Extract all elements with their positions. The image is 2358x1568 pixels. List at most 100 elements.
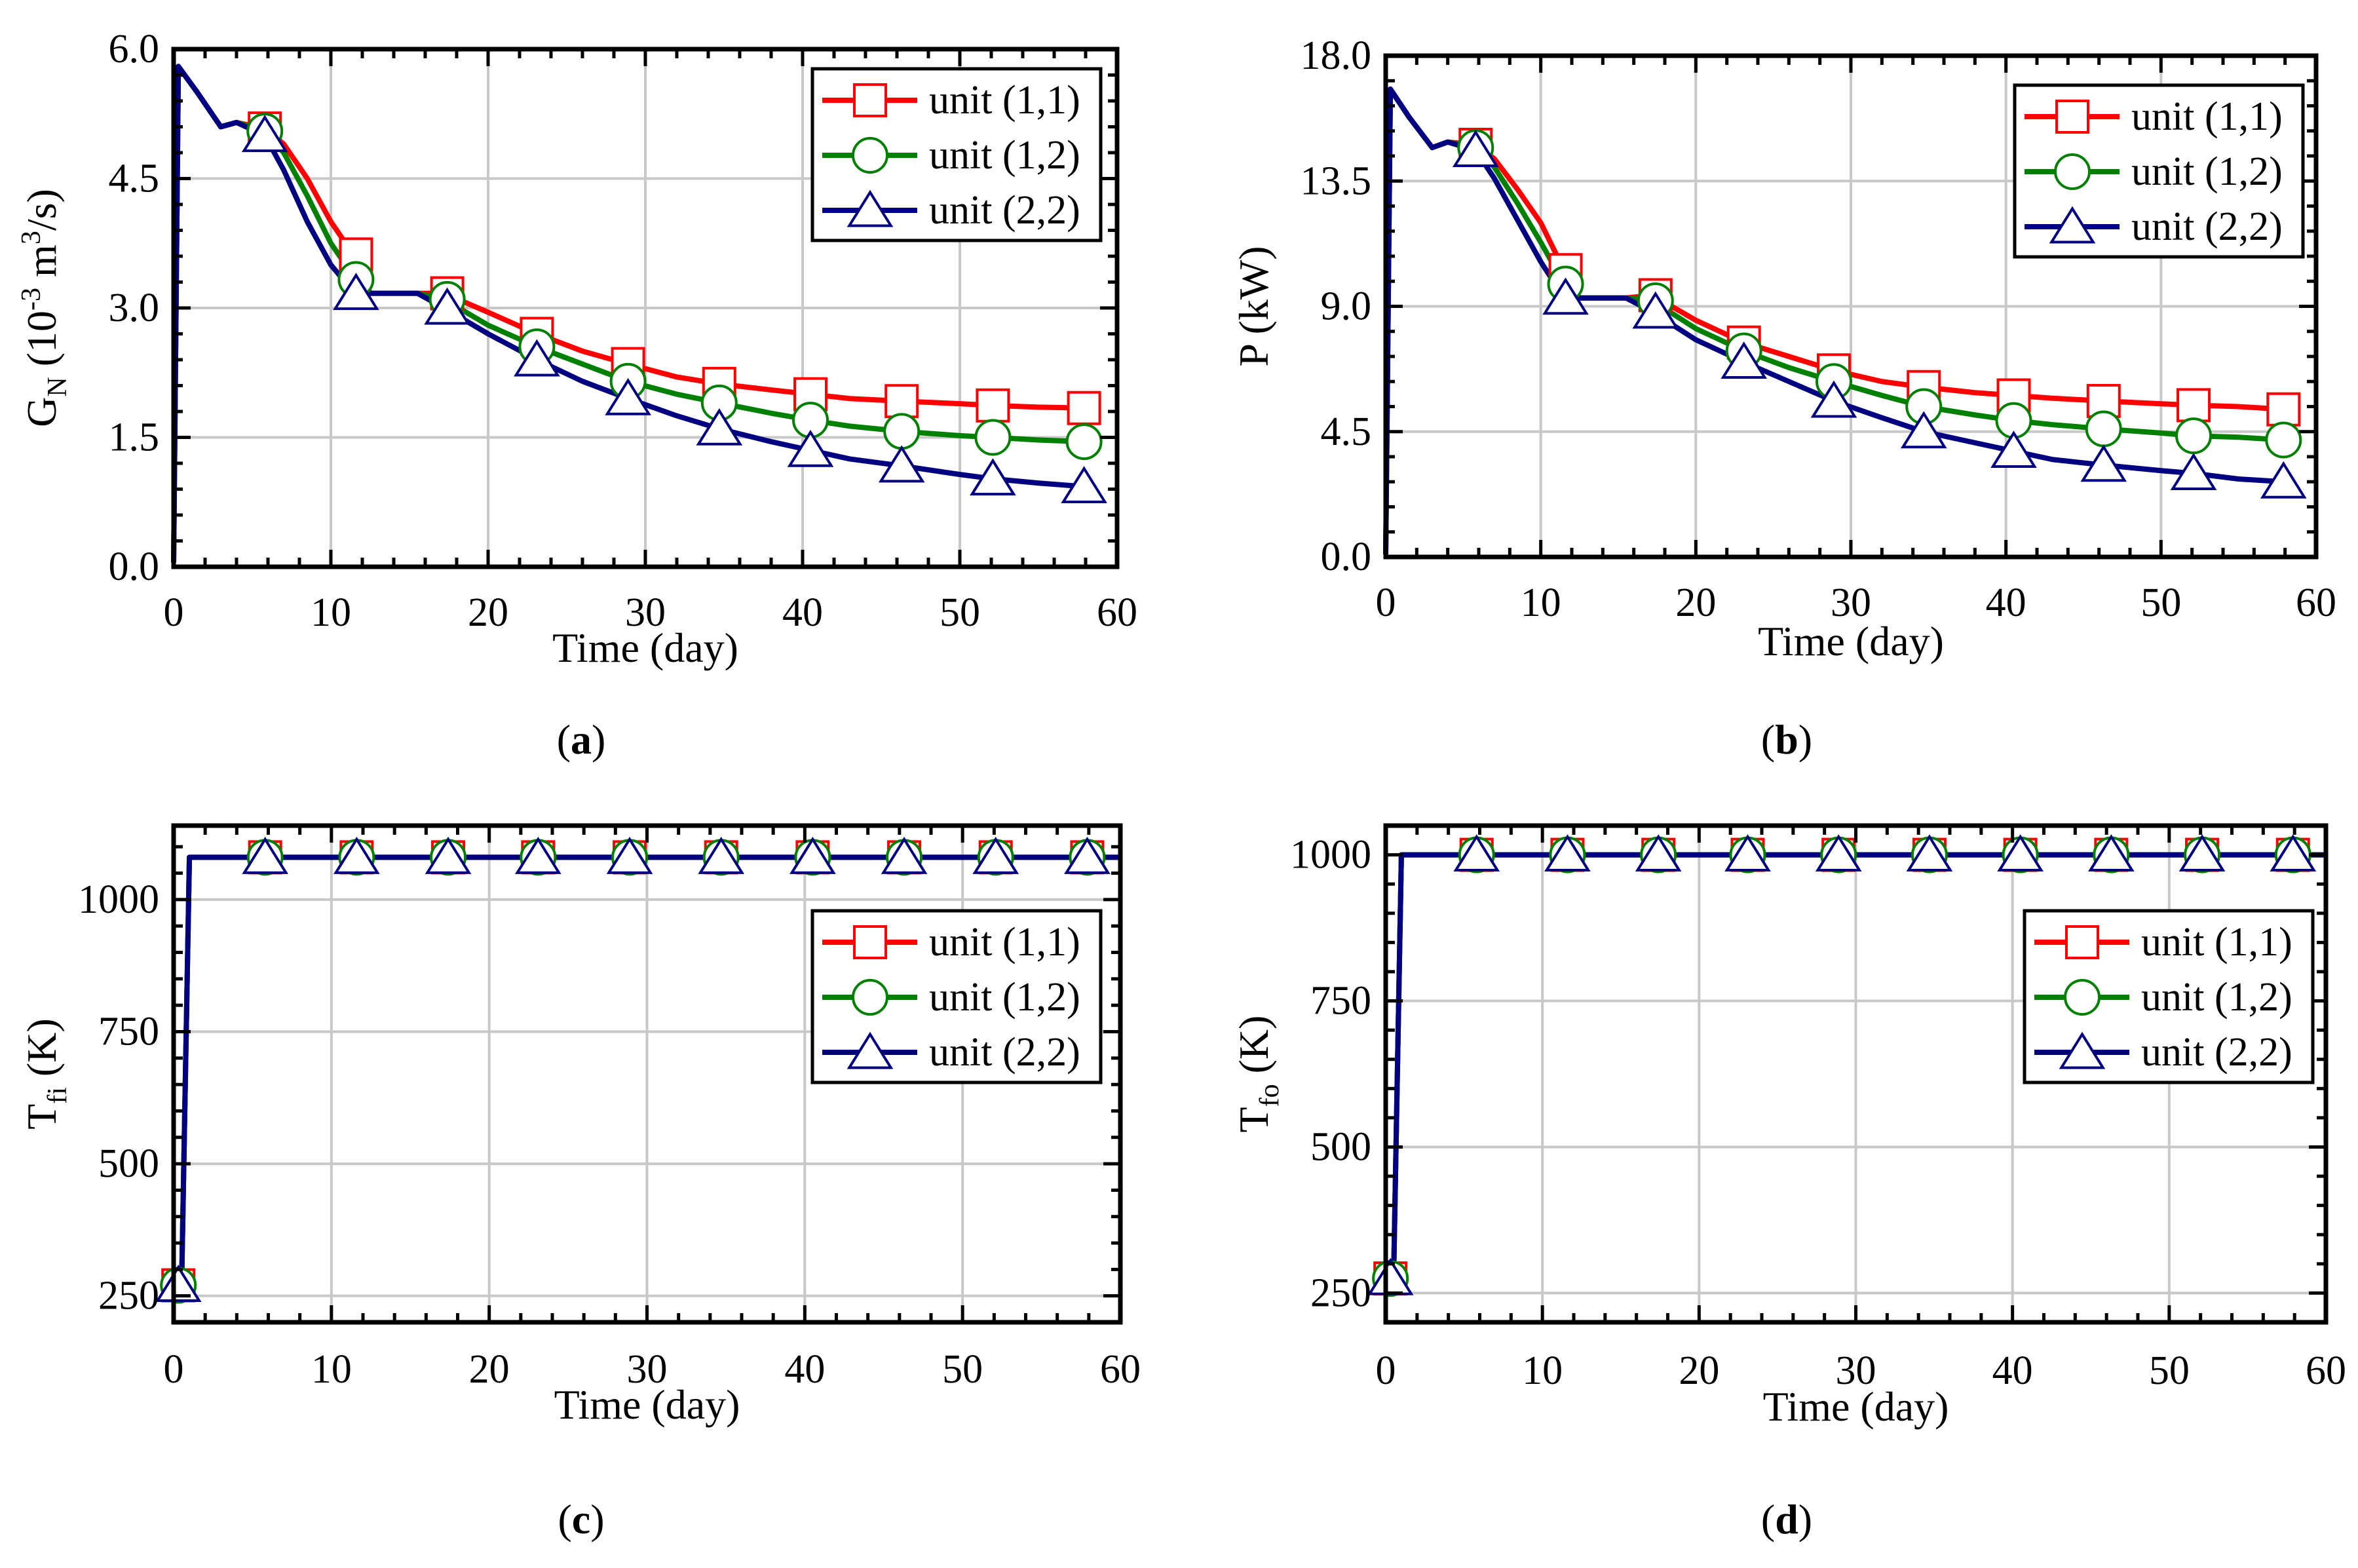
- y-title-main: T: [1230, 1107, 1277, 1132]
- data-point: [425, 836, 472, 874]
- x-tick-label: 40: [1986, 581, 2026, 625]
- data-point: [605, 377, 651, 415]
- gridlines: [1386, 826, 2326, 1322]
- y-title-rest: (10: [18, 311, 65, 377]
- legend-square-icon: [2065, 925, 2099, 959]
- legend-label: unit (1,1): [2141, 920, 2292, 965]
- x-tick-label: 30: [627, 1347, 668, 1392]
- y-title-sup2: 3: [16, 231, 47, 244]
- x-tick-label: 10: [311, 590, 351, 635]
- data-point: [1810, 380, 1857, 418]
- x-tick-label: 50: [940, 590, 980, 635]
- y-title-sup: -3: [16, 288, 47, 311]
- x-tick-label: 10: [1521, 581, 1561, 625]
- x-tick-label: 50: [2140, 581, 2181, 625]
- chart-panel-b: 0 10 20 30 40 50 60 0.0 4.5 9.0 13.5 18.0 Time (day)…: [1230, 33, 2336, 763]
- legend-label: unit (2,2): [2141, 1030, 2292, 1075]
- legend-label: unit (2,2): [929, 1030, 1080, 1075]
- chart-panel-d: 0 10 20 30 40 50 60 250 500 750 1000 Time (day) Tfo …: [1230, 823, 2346, 1542]
- y-tick-label: 4.5: [109, 157, 160, 201]
- data-point: [1815, 834, 1862, 872]
- legend: unit (1,1) unit (1,2) unit (2,2): [810, 67, 1103, 242]
- data-point: [2260, 461, 2307, 499]
- y-tick-label: 1000: [78, 877, 159, 922]
- legend-triangle-icon: [2059, 1031, 2106, 1069]
- legend-label: unit (1,1): [2131, 94, 2283, 139]
- data-point: [242, 836, 289, 874]
- data-point: [881, 836, 928, 874]
- data-point: [606, 836, 653, 874]
- x-tick-label: 10: [1522, 1348, 1563, 1393]
- legend: unit (1,1) unit (1,2) unit (2,2): [2023, 909, 2315, 1084]
- legend: unit (1,1) unit (1,2) unit (2,2): [810, 909, 1103, 1084]
- x-tick-label: 30: [1836, 1348, 1876, 1393]
- y-title-rest: (K): [18, 1018, 65, 1087]
- x-tick-label: 50: [2149, 1348, 2190, 1393]
- y-title-main: P (kW): [1230, 246, 1277, 366]
- chart-panel-a: 0 10 20 30 40 50 60 0.0 1.5 3.0 4.5 6.0 Time (day) GN…: [16, 27, 1137, 763]
- data-point: [333, 836, 380, 874]
- data-point: [2178, 834, 2226, 872]
- data-point: [970, 458, 1016, 496]
- x-tick-label: 60: [2296, 581, 2336, 625]
- y-tick-label: 250: [98, 1274, 159, 1318]
- legend-triangle-icon: [846, 189, 894, 227]
- data-point: [2088, 834, 2135, 872]
- x-tick-label: 20: [469, 1347, 510, 1392]
- x-tick-label: 30: [1831, 581, 1871, 625]
- data-point: [1997, 834, 2044, 872]
- series-markers-3: [1452, 130, 2307, 499]
- data-point: [789, 836, 836, 874]
- legend-circle-icon: [852, 979, 888, 1016]
- y-title-main: G: [18, 397, 65, 427]
- y-tick-label: 500: [1310, 1124, 1371, 1169]
- x-tick-label: 40: [782, 590, 823, 635]
- data-point: [1721, 341, 1768, 379]
- y-axis-title: P (kW): [1230, 246, 1277, 366]
- data-point: [1453, 834, 1500, 872]
- panel-label: (d): [1761, 1496, 1812, 1542]
- y-axis-title: Tfi (K): [18, 1018, 73, 1130]
- legend-circle-icon: [2054, 153, 2091, 190]
- x-tick-label: 60: [1097, 590, 1137, 635]
- y-title-sub: fi: [43, 1087, 73, 1104]
- data-point: [514, 836, 561, 874]
- x-tick-label: 0: [1376, 581, 1396, 625]
- series-markers-3: [1367, 834, 2317, 1295]
- series-markers-3: [155, 836, 1111, 1303]
- series-markers-3: [241, 115, 1107, 504]
- data-point: [155, 1265, 202, 1303]
- x-tick-label: 20: [1675, 581, 1716, 625]
- x-tick-label: 20: [1679, 1348, 1719, 1393]
- legend-label: unit (1,1): [929, 920, 1080, 965]
- y-tick-label: 6.0: [109, 27, 160, 71]
- data-point: [1990, 430, 2037, 468]
- y-tick-label: 250: [1310, 1271, 1371, 1315]
- data-point: [1544, 834, 1591, 872]
- data-point: [2085, 410, 2122, 448]
- panel-label: (c): [558, 1496, 604, 1542]
- data-point: [787, 429, 834, 467]
- y-tick-label: 0.0: [1321, 535, 1372, 579]
- panel-label: (b): [1761, 716, 1812, 763]
- x-axis-title: Time (day): [1763, 1383, 1949, 1430]
- x-tick-label: 0: [164, 590, 184, 635]
- y-title-rest2: m: [18, 244, 65, 288]
- y-tick-label: 0.0: [109, 545, 160, 589]
- legend-label: unit (1,1): [929, 78, 1080, 123]
- data-point: [883, 413, 921, 450]
- y-tick-label: 500: [98, 1141, 159, 1186]
- data-point: [333, 273, 379, 311]
- data-point: [1542, 277, 1589, 315]
- x-tick-label: 40: [1992, 1348, 2033, 1393]
- data-point: [1724, 834, 1771, 872]
- x-tick-label: 60: [2306, 1348, 2346, 1393]
- y-tick-label: 1000: [1290, 833, 1371, 877]
- y-tick-label: 13.5: [1301, 159, 1372, 203]
- panel-label: (a): [557, 716, 606, 763]
- data-point: [2270, 834, 2317, 872]
- data-point: [2177, 388, 2211, 423]
- y-tick-label: 1.5: [109, 415, 160, 460]
- x-tick-label: 60: [1100, 1347, 1141, 1392]
